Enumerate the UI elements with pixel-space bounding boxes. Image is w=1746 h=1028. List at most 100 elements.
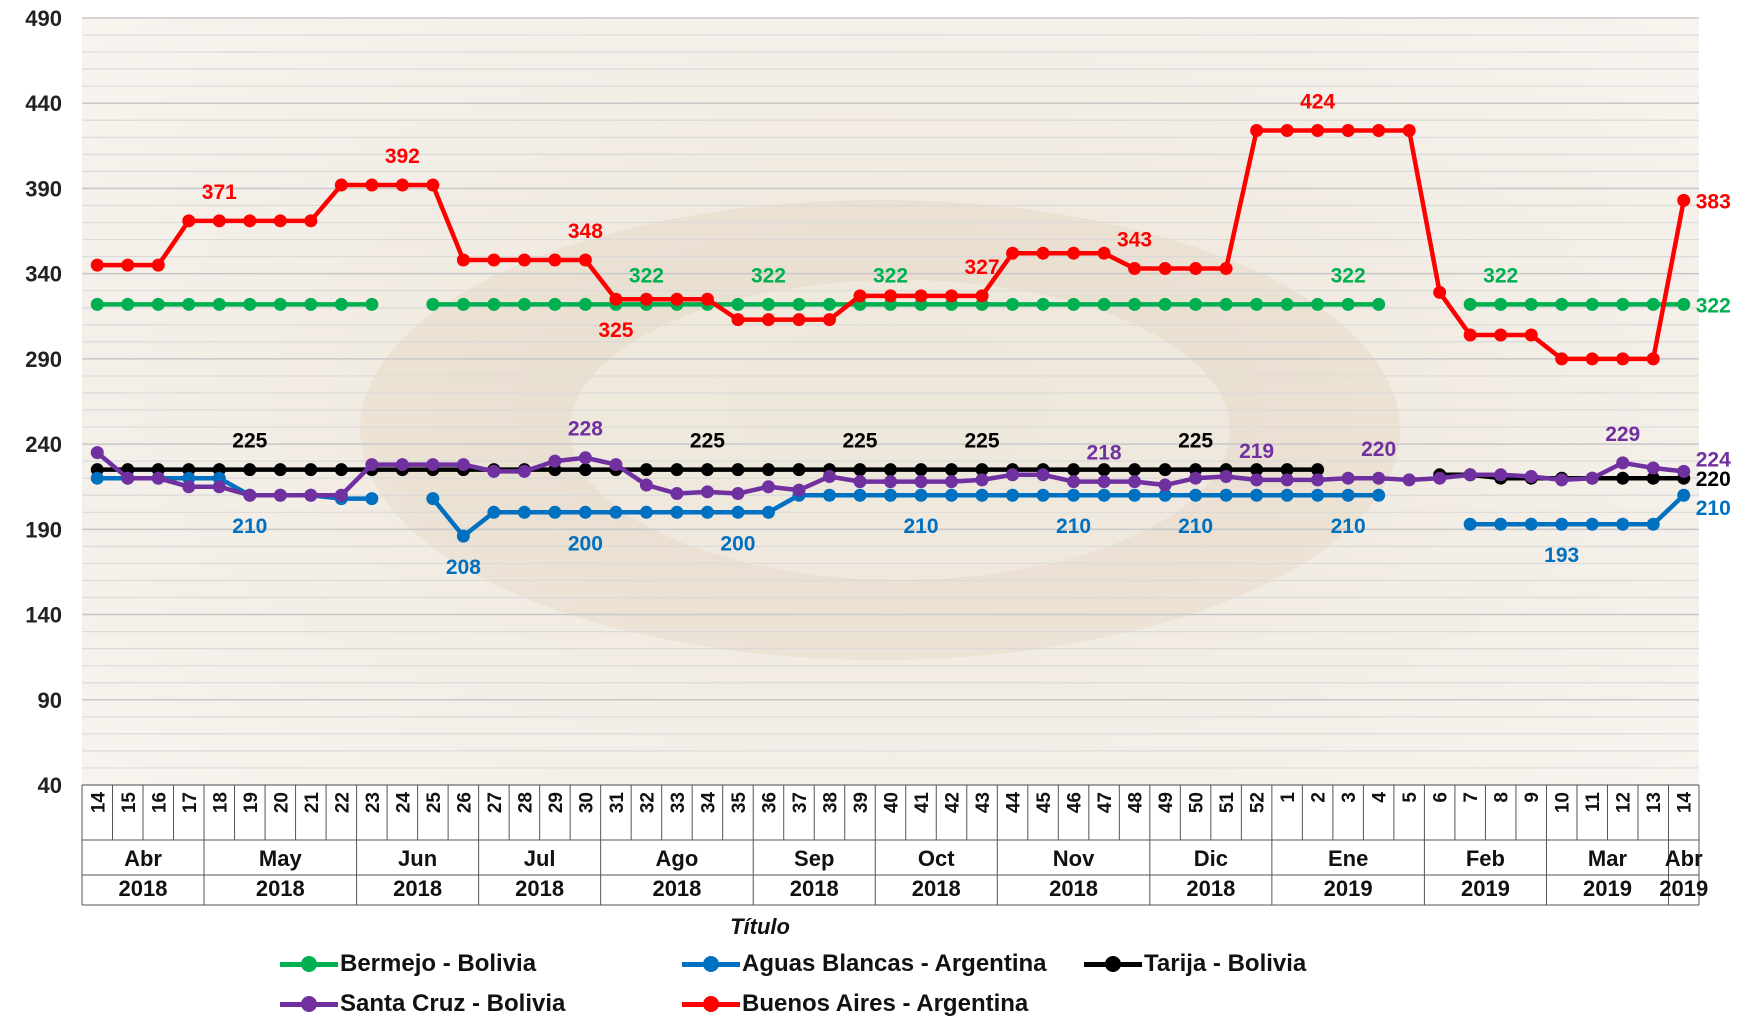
x-tick-label: 52: [1248, 792, 1269, 813]
data-point: [731, 297, 745, 311]
data-point: [1128, 488, 1142, 502]
data-point: [853, 289, 867, 303]
data-point: [1616, 456, 1630, 470]
data-point: [1585, 352, 1599, 366]
data-point: [1097, 246, 1111, 260]
data-point: [1067, 297, 1081, 311]
year-label: 2018: [912, 876, 961, 901]
data-point: [1311, 473, 1325, 487]
x-tick-label: 41: [912, 792, 933, 814]
data-point: [1311, 123, 1325, 137]
data-point: [1219, 297, 1233, 311]
x-tick-label: 35: [729, 792, 750, 814]
data-label: 322: [751, 264, 786, 287]
data-point: [1372, 471, 1386, 485]
y-tick-label: 490: [25, 6, 62, 31]
x-tick-label: 36: [759, 792, 780, 813]
data-point: [1341, 297, 1355, 311]
data-point: [151, 258, 165, 272]
legend-item-tarija: Tarija - Bolivia: [1084, 950, 1306, 978]
x-tick-label: 11: [1583, 792, 1604, 813]
x-tick-label: 40: [882, 792, 903, 813]
data-point: [273, 297, 287, 311]
data-point: [1616, 471, 1630, 485]
data-point: [487, 297, 501, 311]
x-tick-label: 7: [1461, 792, 1482, 803]
data-point: [1463, 328, 1477, 342]
x-tick-label: 50: [1187, 792, 1208, 813]
data-point: [578, 297, 592, 311]
x-tick-label: 20: [271, 792, 292, 813]
data-point: [853, 488, 867, 502]
data-label: 228: [568, 418, 603, 441]
data-point: [151, 297, 165, 311]
data-point: [761, 313, 775, 327]
data-point: [90, 297, 104, 311]
data-point: [426, 178, 440, 192]
data-point: [1219, 488, 1233, 502]
year-label: 2018: [1049, 876, 1098, 901]
data-point: [212, 480, 226, 494]
y-tick-label: 390: [25, 176, 62, 201]
data-point: [1158, 262, 1172, 276]
data-label: 327: [965, 256, 1000, 279]
data-point: [700, 463, 714, 477]
data-point: [1555, 473, 1569, 487]
y-tick-label: 440: [25, 91, 62, 116]
data-point: [548, 454, 562, 468]
data-label: 220: [1361, 438, 1396, 461]
month-label: Mar: [1588, 846, 1628, 871]
data-label: 210: [232, 515, 267, 538]
data-point: [1677, 297, 1691, 311]
data-point: [1524, 469, 1538, 483]
data-point: [914, 475, 928, 489]
data-point: [334, 178, 348, 192]
data-point: [1067, 475, 1081, 489]
data-point: [1555, 297, 1569, 311]
data-point: [670, 487, 684, 501]
x-tick-label: 16: [149, 792, 170, 813]
data-label: 225: [1178, 430, 1213, 453]
data-label: 225: [690, 430, 725, 453]
data-point: [426, 492, 440, 506]
data-label: 322: [1331, 264, 1366, 287]
data-label: 371: [202, 181, 237, 204]
data-point: [1036, 246, 1050, 260]
data-point: [487, 505, 501, 519]
data-label: 225: [842, 430, 877, 453]
x-tick-label: 12: [1614, 792, 1635, 813]
data-point: [304, 463, 318, 477]
month-label: Oct: [918, 846, 955, 871]
x-tick-label: 10: [1553, 792, 1574, 813]
x-tick-label: 46: [1065, 792, 1086, 813]
year-label: 2018: [515, 876, 564, 901]
data-point: [1646, 297, 1660, 311]
month-label: May: [259, 846, 303, 871]
data-point: [1646, 461, 1660, 475]
x-tick-label: 39: [851, 792, 872, 813]
data-point: [884, 289, 897, 303]
data-point: [304, 488, 318, 502]
data-point: [945, 289, 959, 303]
data-point: [792, 313, 806, 327]
y-tick-label: 190: [25, 517, 62, 542]
data-point: [1250, 297, 1264, 311]
x-tick-label: 6: [1431, 792, 1452, 803]
data-point: [1311, 488, 1325, 502]
data-point: [1524, 328, 1538, 342]
y-tick-label: 140: [25, 603, 62, 628]
data-point: [395, 458, 409, 472]
data-point: [822, 313, 836, 327]
data-point: [1097, 475, 1111, 489]
data-point: [1128, 475, 1142, 489]
data-point: [1097, 463, 1111, 477]
data-point: [945, 463, 959, 477]
x-tick-label: 32: [637, 792, 658, 813]
data-point: [639, 505, 653, 519]
data-point: [1219, 262, 1233, 276]
data-point: [639, 463, 653, 477]
data-label: 210: [903, 515, 938, 538]
data-point: [1646, 352, 1660, 366]
data-label: 219: [1239, 440, 1274, 463]
